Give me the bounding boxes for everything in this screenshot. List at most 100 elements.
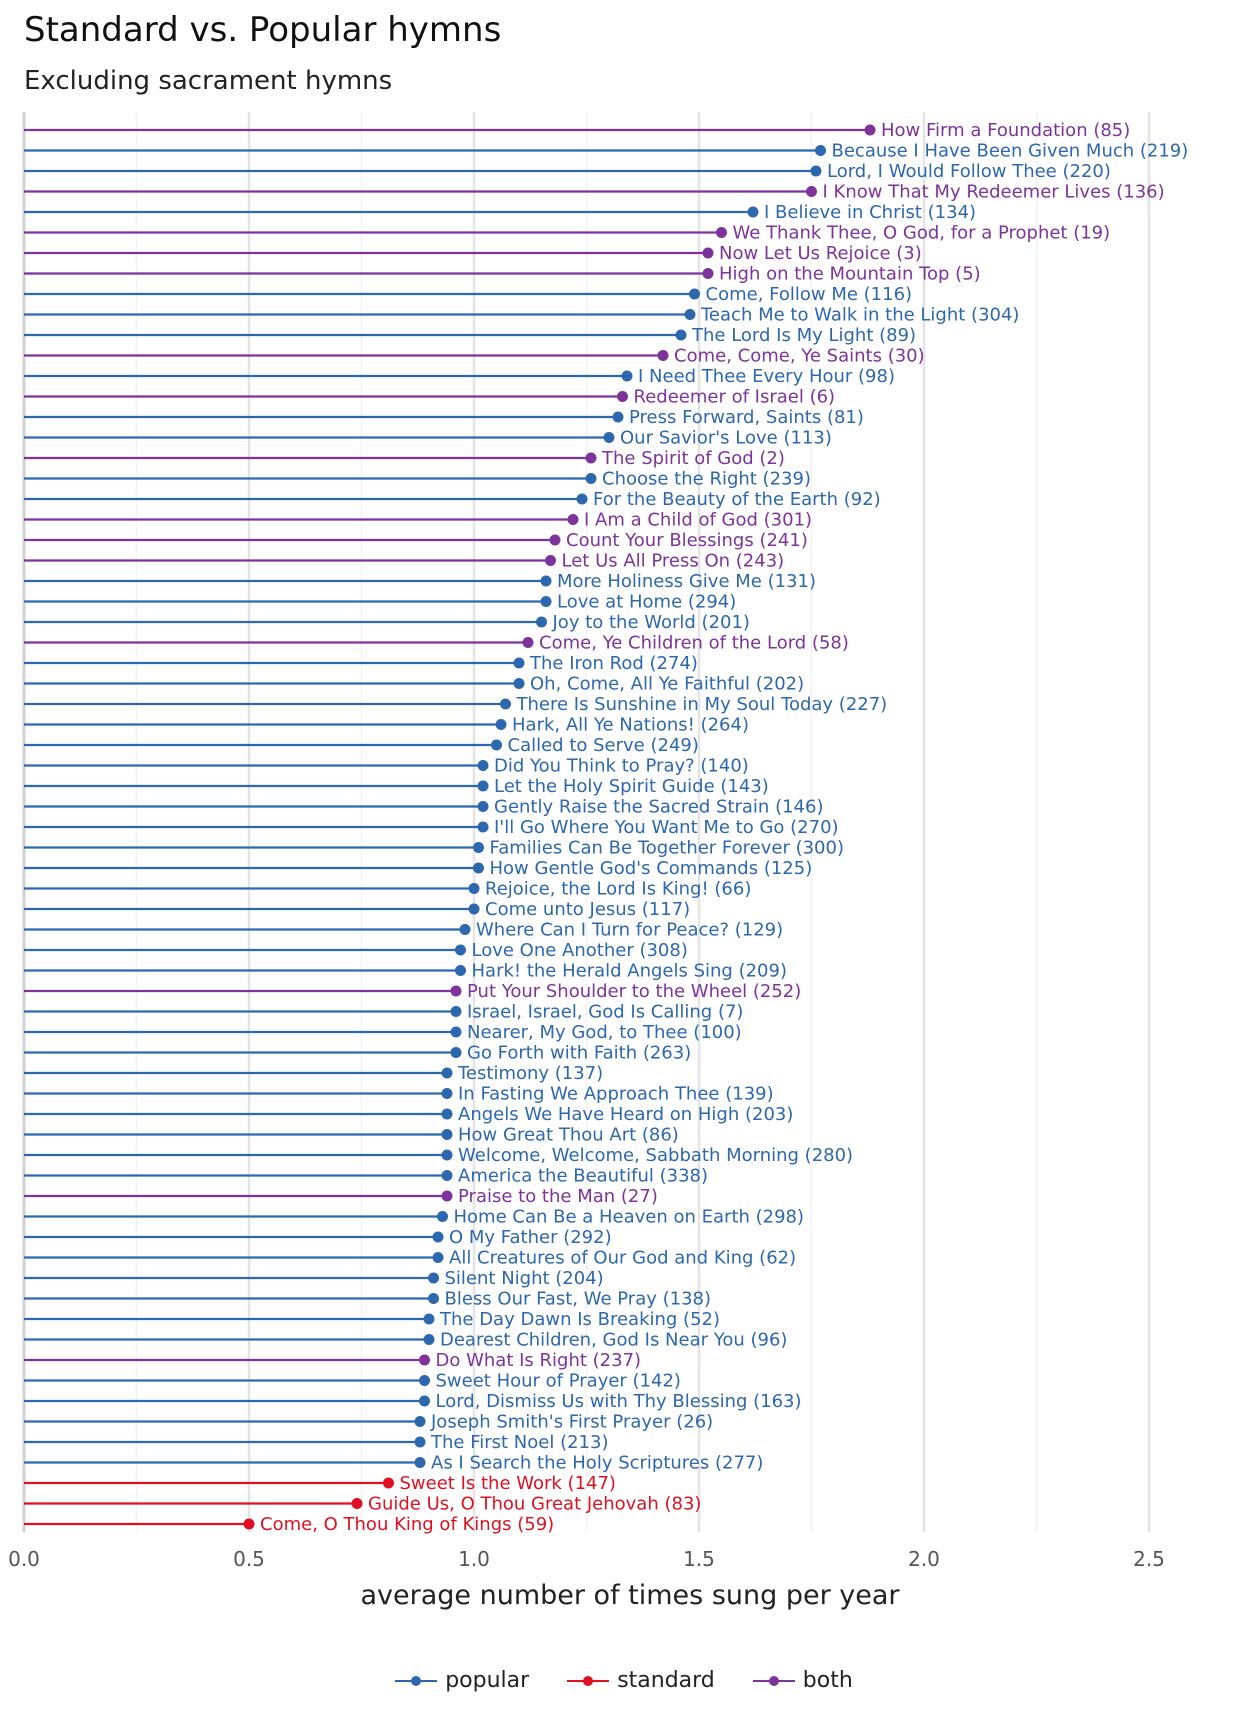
point-label: I Am a Child of God (301) xyxy=(584,510,812,531)
lollipop-row: Nearer, My God, to Thee (100) xyxy=(24,1022,742,1043)
lollipop-row: Do What Is Right (237) xyxy=(24,1350,641,1371)
point-label: Oh, Come, All Ye Faithful (202) xyxy=(530,674,804,695)
lollipop-row: Gently Raise the Sacred Strain (146) xyxy=(24,797,823,818)
lollipop-point xyxy=(684,309,696,320)
point-label: Redeemer of Israel (6) xyxy=(634,387,836,408)
point-label: I Believe in Christ (134) xyxy=(764,202,976,223)
point-label: We Thank Thee, O God, for a Prophet (19) xyxy=(733,223,1111,244)
legend-label-popular: popular xyxy=(445,1668,530,1693)
legend-label-standard: standard xyxy=(617,1668,715,1693)
point-label: Teach Me to Walk in the Light (304) xyxy=(700,305,1019,326)
lollipop-point xyxy=(477,801,489,812)
point-label: How Great Thou Art (86) xyxy=(458,1125,679,1146)
point-label: O My Father (292) xyxy=(449,1227,612,1248)
lollipop-point xyxy=(716,227,727,238)
point-label: Lord, I Would Follow Thee (220) xyxy=(827,161,1111,182)
lollipop-row: Bless Our Fast, We Pray (138) xyxy=(24,1289,711,1310)
legend-key-standard xyxy=(567,1671,610,1691)
lollipop-row: Joy to the World (201) xyxy=(24,612,750,633)
lollipop-row: How Firm a Foundation (85) xyxy=(24,120,1130,141)
lollipop-row: Home Can Be a Heaven on Earth (298) xyxy=(24,1207,804,1228)
point-label: As I Search the Holy Scriptures (277) xyxy=(431,1453,763,1474)
point-label: Gently Raise the Sacred Strain (146) xyxy=(494,797,823,818)
lollipop-row: I Believe in Christ (134) xyxy=(24,202,976,223)
point-label: Now Let Us Rejoice (3) xyxy=(719,243,922,264)
lollipop-row: O My Father (292) xyxy=(24,1227,612,1248)
lollipop-row: Called to Serve (249) xyxy=(24,735,699,756)
point-label: Come unto Jesus (117) xyxy=(485,899,690,920)
point-label: Lord, Dismiss Us with Thy Blessing (163) xyxy=(436,1391,802,1412)
lollipop-row: The Day Dawn Is Breaking (52) xyxy=(24,1309,720,1330)
lollipop-point xyxy=(477,760,489,771)
x-axis-ticks: 0.0 0.5 1.0 1.5 2.0 2.5 xyxy=(8,1547,1165,1571)
lollipop-point xyxy=(428,1272,439,1284)
point-label: Love One Another (308) xyxy=(472,940,688,961)
lollipop-row: Angels We Have Heard on High (203) xyxy=(24,1104,793,1125)
point-label: Israel, Israel, God Is Calling (7) xyxy=(467,1002,743,1023)
lollipop-row: I Know That My Redeemer Lives (136) xyxy=(24,182,1165,203)
lollipop-point xyxy=(810,165,822,177)
x-tick-label: 1.0 xyxy=(458,1547,490,1571)
point-label: The First Noel (213) xyxy=(430,1432,608,1453)
legend-key-popular xyxy=(395,1671,438,1691)
x-tick-label: 0.5 xyxy=(233,1547,265,1571)
lollipop-point xyxy=(450,1026,462,1038)
x-tick-label: 2.5 xyxy=(1133,1547,1165,1571)
lollipop-point xyxy=(414,1436,426,1448)
point-label: Because I Have Been Given Much (219) xyxy=(832,141,1189,162)
lollipop-row: How Great Thou Art (86) xyxy=(24,1125,679,1146)
lollipop-point xyxy=(612,411,624,423)
lollipop-row: All Creatures of Our God and King (62) xyxy=(24,1248,796,1269)
lollipop-row: The Lord Is My Light (89) xyxy=(24,325,916,346)
lollipop-row: Sweet Hour of Prayer (142) xyxy=(24,1371,681,1392)
point-label: Joseph Smith's First Prayer (26) xyxy=(430,1412,713,1433)
lollipop-row: Now Let Us Rejoice (3) xyxy=(24,243,922,264)
lollipop-row: The Iron Rod (274) xyxy=(24,653,698,674)
lollipop-row: Sweet Is the Work (147) xyxy=(24,1473,616,1494)
lollipop-row: Joseph Smith's First Prayer (26) xyxy=(24,1412,713,1433)
lollipop-row: Did You Think to Pray? (140) xyxy=(24,756,749,777)
lollipop-point xyxy=(702,247,714,259)
point-label: Hark, All Ye Nations! (264) xyxy=(512,715,749,736)
lollipop-row: Because I Have Been Given Much (219) xyxy=(24,141,1188,162)
lollipop-point xyxy=(477,780,489,792)
legend-key-both xyxy=(752,1671,795,1691)
lollipop-row: How Gentle God's Commands (125) xyxy=(24,858,812,879)
lollipop-row: Welcome, Welcome, Sabbath Morning (280) xyxy=(24,1145,853,1166)
lollipop-row: Redeemer of Israel (6) xyxy=(24,387,835,408)
lollipop-point xyxy=(536,616,547,628)
lollipop-point xyxy=(243,1518,255,1530)
point-label: Called to Serve (249) xyxy=(508,735,699,756)
lollipop-point xyxy=(423,1334,435,1345)
lollipop-row: In Fasting We Approach Thee (139) xyxy=(24,1084,774,1105)
lollipop-row: Let the Holy Spirit Guide (143) xyxy=(24,776,769,797)
lollipop-point xyxy=(513,657,525,669)
point-label: Go Forth with Faith (263) xyxy=(467,1043,691,1064)
lollipop-point xyxy=(576,493,588,505)
lollipop-point xyxy=(450,1047,462,1058)
lollipop-point xyxy=(423,1313,435,1325)
point-label: All Creatures of Our God and King (62) xyxy=(449,1248,796,1269)
point-label: I Know That My Redeemer Lives (136) xyxy=(823,182,1165,203)
lollipop-point xyxy=(500,698,511,710)
point-label: Choose the Right (239) xyxy=(602,469,811,490)
lollipop-point xyxy=(441,1088,453,1099)
lollipop-row: Oh, Come, All Ye Faithful (202) xyxy=(24,674,804,695)
lollipop-row: Lord, I Would Follow Thee (220) xyxy=(24,161,1111,182)
point-label: Come, O Thou King of Kings (59) xyxy=(260,1514,554,1535)
chart-subtitle: Excluding sacrament hymns xyxy=(24,66,393,96)
grid-lines xyxy=(22,112,1151,1532)
lollipop-point xyxy=(450,985,462,997)
lollipop-row: I Need Thee Every Hour (98) xyxy=(24,366,895,387)
lollipop-point xyxy=(675,329,687,341)
lollipop-point xyxy=(585,452,597,464)
x-tick-label: 2.0 xyxy=(908,1547,940,1571)
point-label: I Need Thee Every Hour (98) xyxy=(638,366,895,387)
lollipop-point xyxy=(455,965,466,976)
lollipop-point xyxy=(540,575,552,587)
point-label: The Spirit of God (2) xyxy=(601,448,785,469)
lollipop-row: Count Your Blessings (241) xyxy=(24,530,808,551)
lollipop-point xyxy=(432,1231,444,1243)
lollipop-row: Rejoice, the Lord Is King! (66) xyxy=(24,879,751,900)
